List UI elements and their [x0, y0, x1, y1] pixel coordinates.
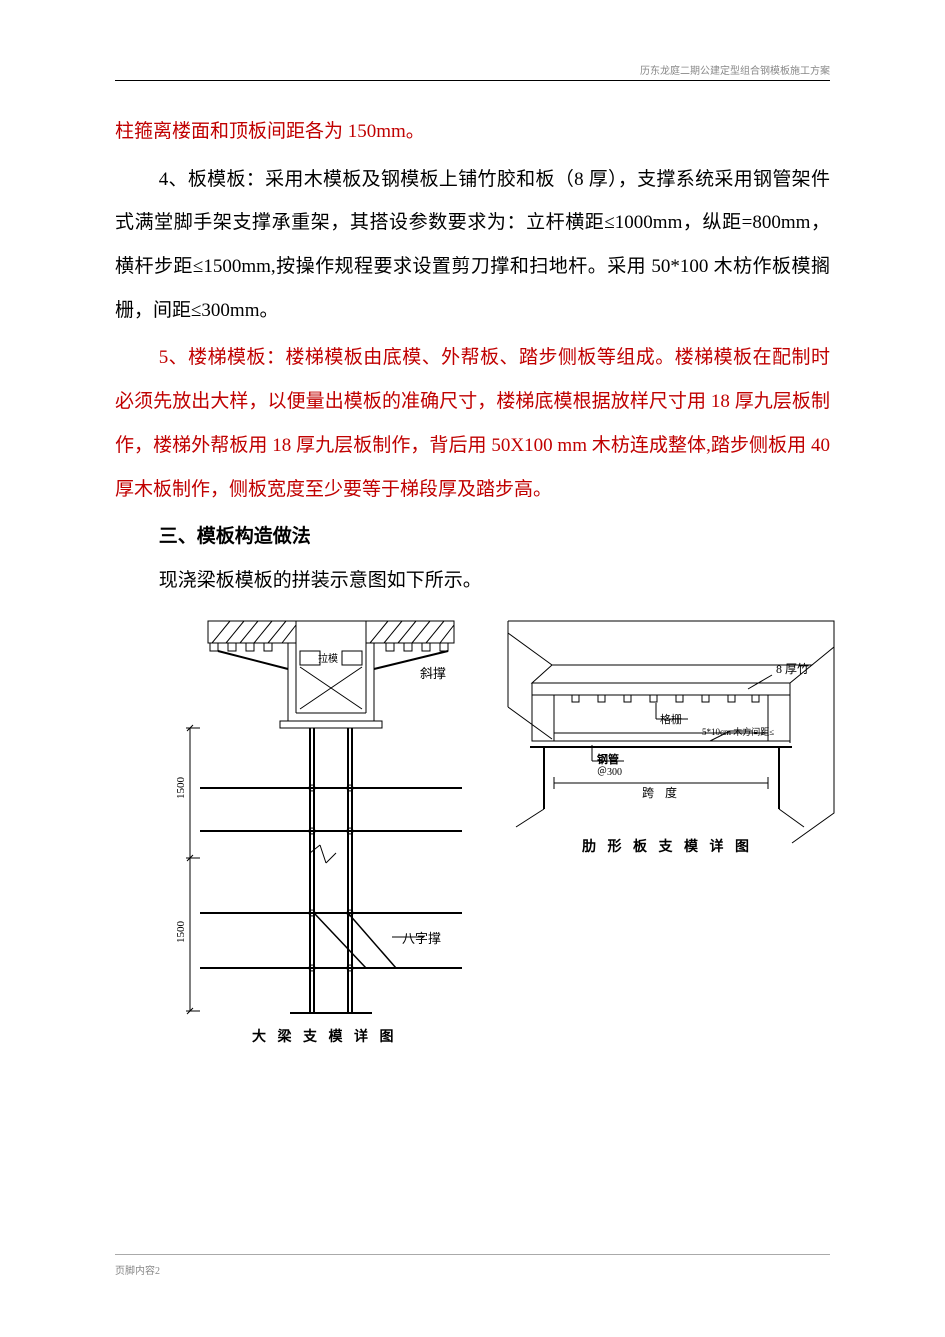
para-3: 5、楼梯模板：楼梯模板由底模、外帮板、踏步侧板等组成。楼梯模板在配制时必须先放出…: [115, 336, 830, 511]
footer-label: 页脚内容: [115, 1266, 155, 1277]
diagram-right-title: 肋 形 板 支 模 详 图: [582, 838, 753, 855]
section-3-title: 三、模板构造做法: [115, 515, 830, 559]
label-gemu: 格栅: [660, 712, 682, 726]
label-at300: ＠300: [597, 766, 622, 778]
diagram-rib-slab: 8 厚竹 格栅 钢管 ＠300 5*10cm 木方间距≤ 跨 度 肋 形 板 支…: [492, 613, 842, 1053]
header-rule: [115, 80, 830, 81]
footer: 页脚内容2: [115, 1254, 830, 1279]
footer-pagenum: 2: [155, 1266, 160, 1277]
label-lamu: 拉模: [318, 652, 338, 665]
header-right-text: 历东龙庭二期公建定型组合钢模板施工方案: [640, 62, 830, 77]
dim-1500-top: 1500: [175, 776, 187, 799]
label-span: 跨 度: [642, 785, 681, 800]
page-container: 柱箍离楼面和顶板间距各为 150mm。 4、板模板：采用木模板及钢模板上铺竹胶和…: [0, 0, 945, 1093]
content-area: 柱箍离楼面和顶板间距各为 150mm。 4、板模板：采用木模板及钢模板上铺竹胶和…: [115, 110, 830, 1053]
label-bamboo: 8 厚竹: [776, 662, 809, 676]
label-bazicheng: 八字撑: [402, 931, 441, 946]
para-2: 4、板模板：采用木模板及钢模板上铺竹胶和板（8 厚），支撑系统采用钢管架件式满堂…: [115, 158, 830, 333]
para-1: 柱箍离楼面和顶板间距各为 150mm。: [115, 110, 830, 154]
label-wooddist: 5*10cm 木方间距≤: [702, 726, 774, 737]
dim-1500-bottom: 1500: [175, 920, 187, 943]
diagram-left-title: 大 梁 支 模 详 图: [252, 1028, 398, 1045]
label-xiecheng: 斜撑: [420, 666, 446, 681]
footer-rule: [115, 1254, 830, 1255]
diagram-beam-formwork: 拉模 斜撑 八字撑 1500 1500 大 梁 支 模 详 图: [170, 613, 480, 1053]
label-steel: 钢管: [597, 752, 619, 766]
para-4: 现浇梁板模板的拼装示意图如下所示。: [115, 559, 830, 603]
diagram-row: 拉模 斜撑 八字撑 1500 1500 大 梁 支 模 详 图: [170, 613, 830, 1053]
